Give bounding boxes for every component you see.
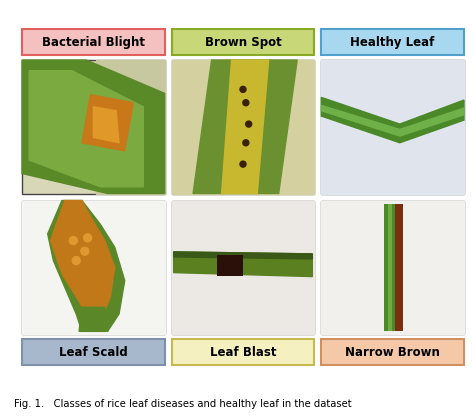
Polygon shape (173, 252, 312, 276)
Bar (388, 203, 392, 331)
Circle shape (243, 140, 249, 146)
Bar (395, 203, 402, 331)
Bar (321, 201, 464, 334)
Polygon shape (79, 307, 108, 332)
Bar (321, 60, 464, 193)
Polygon shape (173, 252, 312, 259)
Text: Narrow Brown: Narrow Brown (345, 346, 440, 359)
Circle shape (69, 236, 77, 244)
Polygon shape (96, 60, 164, 193)
Polygon shape (82, 95, 133, 151)
Polygon shape (321, 106, 464, 136)
Polygon shape (51, 201, 115, 321)
Polygon shape (222, 60, 269, 193)
FancyBboxPatch shape (22, 29, 164, 55)
Circle shape (72, 256, 80, 264)
Polygon shape (321, 98, 464, 143)
FancyBboxPatch shape (172, 339, 314, 365)
FancyBboxPatch shape (321, 29, 464, 55)
Text: Leaf Blast: Leaf Blast (210, 346, 276, 359)
Text: Bacterial Blight: Bacterial Blight (42, 35, 145, 48)
Circle shape (246, 121, 252, 127)
Text: Fig. 1.   Classes of rice leaf diseases and healthy leaf in the dataset: Fig. 1. Classes of rice leaf diseases an… (14, 399, 352, 409)
Polygon shape (29, 70, 143, 187)
Polygon shape (48, 201, 125, 332)
Text: Leaf Scald: Leaf Scald (59, 346, 128, 359)
Bar (384, 203, 402, 331)
Polygon shape (172, 201, 314, 334)
Bar (22, 201, 164, 334)
Text: Brown Spot: Brown Spot (205, 35, 282, 48)
Bar (22, 60, 164, 193)
Bar (172, 60, 314, 193)
FancyBboxPatch shape (22, 339, 164, 365)
Circle shape (83, 234, 91, 242)
FancyBboxPatch shape (321, 339, 464, 365)
Circle shape (240, 86, 246, 93)
Polygon shape (193, 60, 297, 193)
Circle shape (81, 247, 89, 255)
Polygon shape (321, 201, 464, 334)
Bar (217, 255, 243, 276)
Polygon shape (172, 60, 314, 193)
Polygon shape (93, 107, 119, 143)
Polygon shape (22, 60, 164, 193)
Bar (172, 201, 314, 334)
Circle shape (240, 161, 246, 167)
Polygon shape (321, 60, 464, 193)
FancyBboxPatch shape (172, 29, 314, 55)
Circle shape (243, 100, 249, 106)
Polygon shape (22, 201, 164, 334)
Text: Healthy Leaf: Healthy Leaf (350, 35, 435, 48)
